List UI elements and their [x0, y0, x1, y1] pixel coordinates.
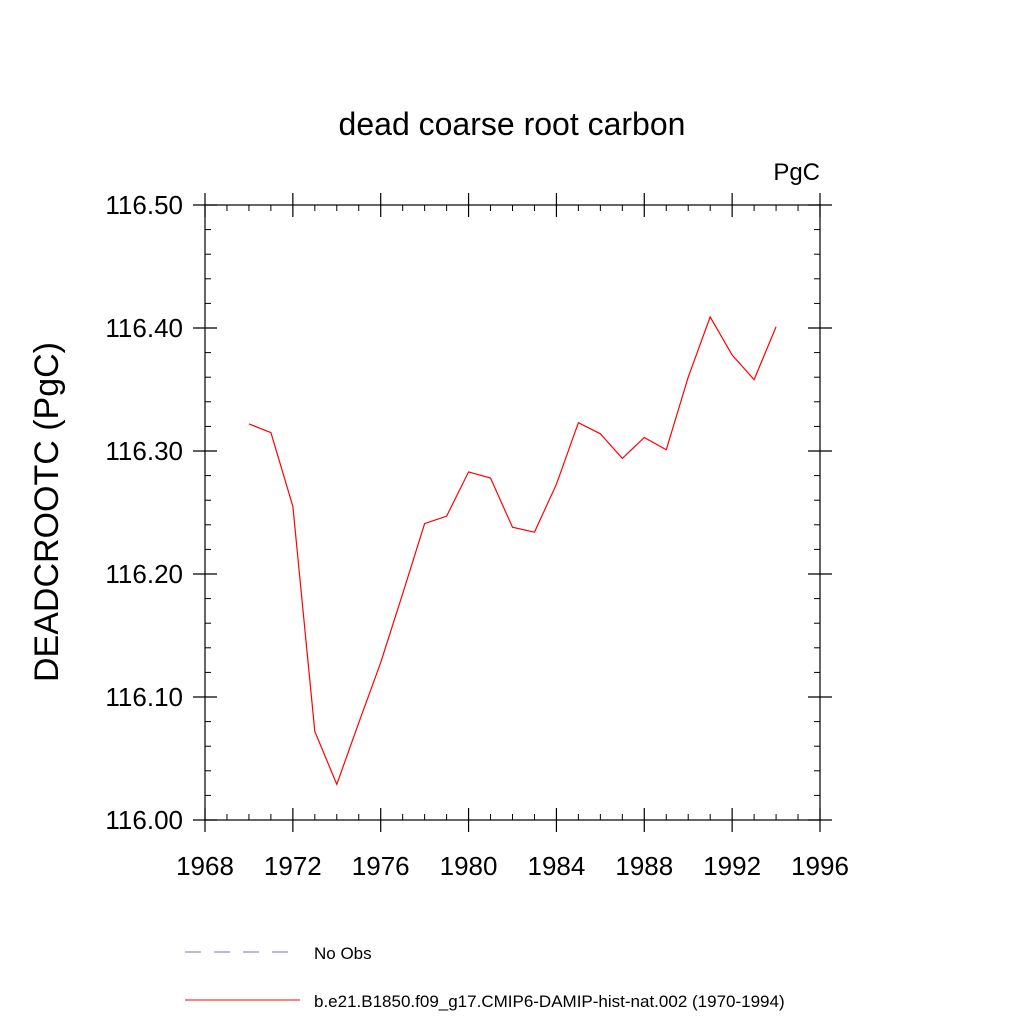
series-layer	[248, 315, 777, 786]
x-tick-label: 1996	[791, 851, 849, 881]
chart-title: dead coarse root carbon	[339, 106, 686, 142]
x-tick-label: 1984	[528, 851, 586, 881]
x-tick-label: 1976	[352, 851, 410, 881]
series-line-1	[248, 315, 777, 786]
y-tick-label: 116.20	[105, 559, 183, 589]
y-axis-label: DEADCROOTC (PgC)	[28, 342, 66, 682]
legend: No Obs b.e21.B1850.f09_g17.CMIP6-DAMIP-hi…	[185, 944, 785, 1011]
x-tick-label: 1968	[176, 851, 234, 881]
plot-frame	[204, 204, 821, 821]
y-tick-label: 116.50	[105, 190, 183, 220]
x-tick-label: 1988	[615, 851, 673, 881]
y-tick-label: 116.10	[105, 682, 183, 712]
y-tick-label: 116.30	[105, 436, 183, 466]
x-tick-label: 1972	[264, 851, 322, 881]
y-axis-ticks: 116.00 116.10 116.20 116.30 116.40 116.50	[105, 190, 832, 835]
x-tick-label: 1992	[703, 851, 761, 881]
x-tick-label: 1980	[440, 851, 498, 881]
units-label: PgC	[773, 159, 820, 186]
y-tick-label: 116.40	[105, 313, 183, 343]
y-tick-label: 116.00	[105, 805, 183, 835]
legend-label: b.e21.B1850.f09_g17.CMIP6-DAMIP-hist-nat…	[314, 992, 785, 1011]
x-axis-ticks: 1968 1972 1976 1980 1984 1988 1992 1996	[176, 193, 849, 881]
legend-label: No Obs	[314, 944, 372, 963]
